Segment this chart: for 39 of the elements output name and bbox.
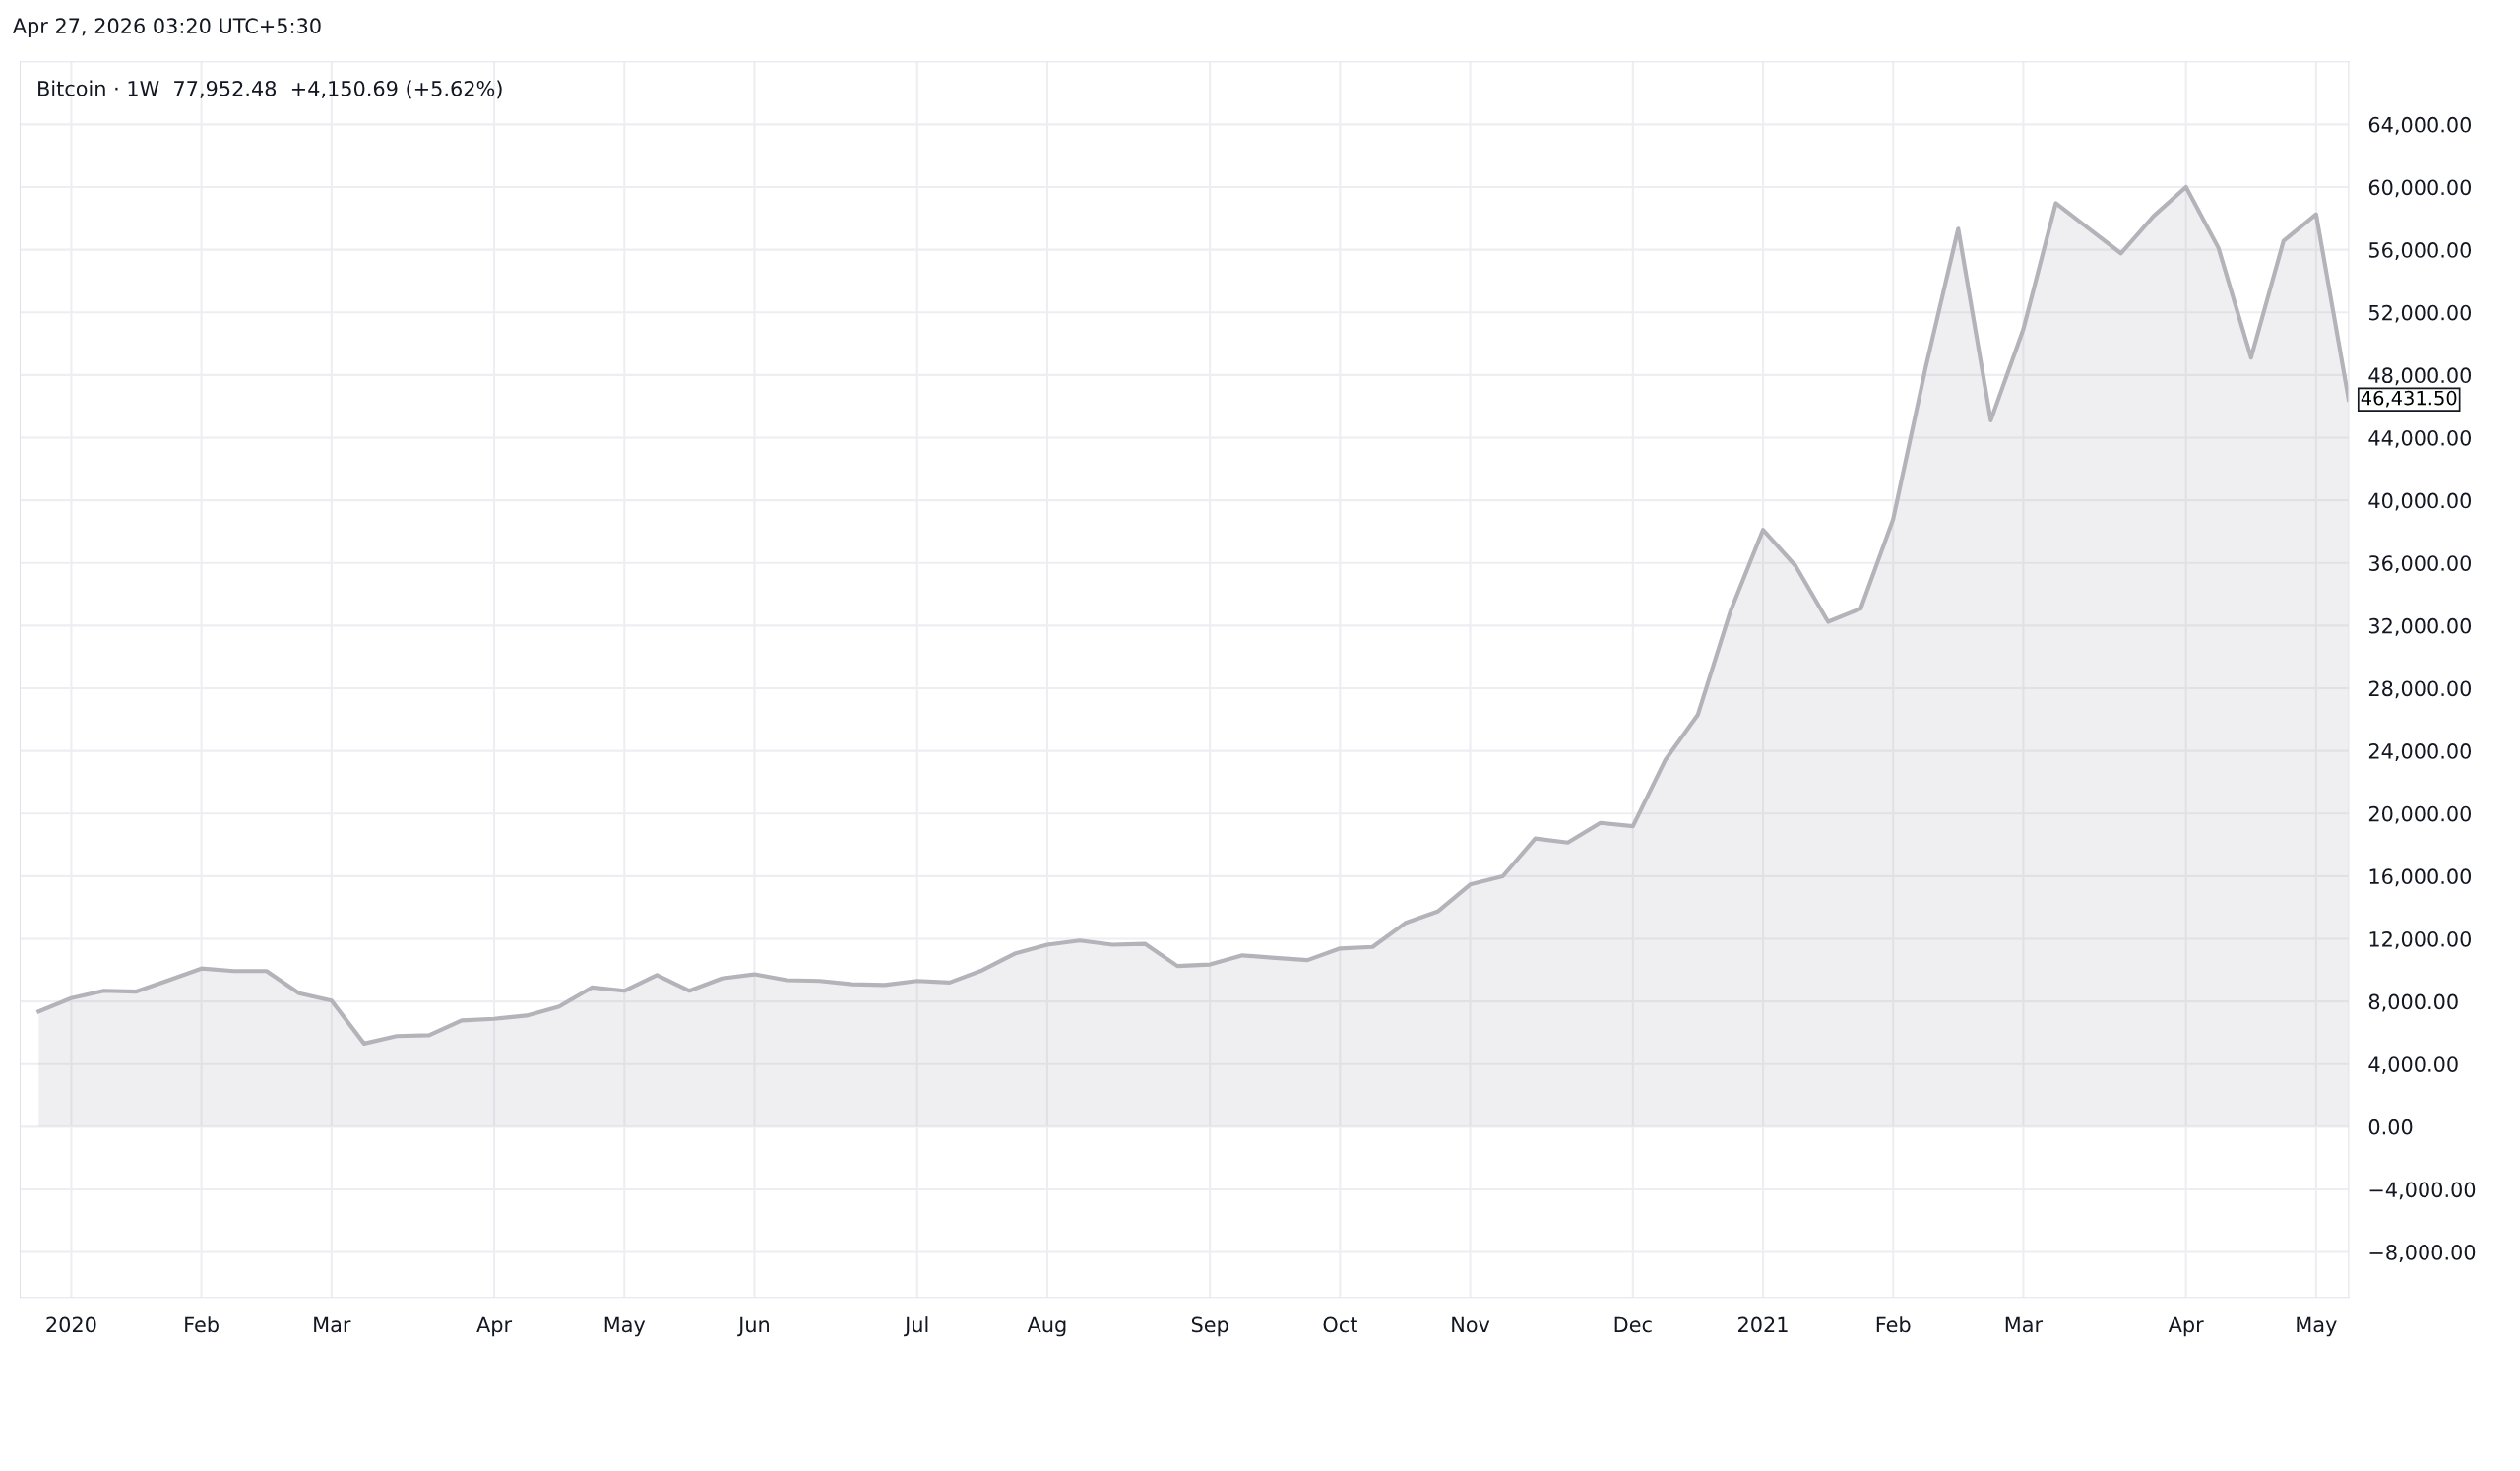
annotation: 46,431.50	[2361, 390, 2457, 408]
y-tick-label: 64,000.00	[2368, 116, 2472, 135]
x-tick-label: Aug	[1027, 1316, 1066, 1337]
x-tick-label: Dec	[1614, 1316, 1652, 1333]
y-tick-label: 4,000.00	[2368, 1056, 2458, 1075]
x-tick-label: Oct	[1323, 1316, 1357, 1333]
y-tick-label: 12,000.00	[2369, 930, 2472, 949]
y-tick-label: −8,000.00	[2369, 1245, 2476, 1262]
y-tick-label: 36,000.00	[2368, 555, 2472, 574]
x-tick-label: Feb	[185, 1316, 219, 1333]
x-tick-label: Sep	[1191, 1316, 1228, 1337]
x-tick-label: 2020	[46, 1316, 96, 1333]
x-tick-label: Jun	[737, 1316, 769, 1337]
x-tick-label: May	[2297, 1316, 2337, 1337]
y-tick-label: 44,000.00	[2368, 429, 2472, 448]
y-tick-label: 48,000.00	[2368, 367, 2472, 386]
y-tick-label: −4,000.00	[2369, 1182, 2476, 1200]
x-tick-label: May	[604, 1316, 646, 1337]
x-tick-label: Feb	[1876, 1316, 1911, 1333]
x-tick-label: Mar	[2005, 1316, 2044, 1333]
x-tick-label: 2021	[1738, 1316, 1788, 1333]
x-tick-label: Jul	[904, 1316, 928, 1337]
y-tick-label: 16,000.00	[2369, 868, 2472, 887]
y-tick-label: 56,000.00	[2368, 242, 2472, 260]
x-tick-label: Apr	[476, 1316, 513, 1337]
text: Bitcoin · 1W 77,952.48 +4,150.69 (+5.62%)	[38, 80, 502, 99]
y-tick-label: 8,000.00	[2368, 993, 2458, 1012]
y-tick-label: 60,000.00	[2368, 179, 2472, 198]
y-tick-label: 32,000.00	[2368, 617, 2472, 636]
y-tick-label: 28,000.00	[2368, 680, 2472, 699]
y-tick-label: 52,000.00	[2368, 304, 2472, 323]
y-tick-label: 0.00	[2368, 1119, 2413, 1135]
y-tick-label: 24,000.00	[2368, 743, 2472, 761]
y-tick-label: 20,000.00	[2368, 805, 2472, 824]
text: Apr 27, 2026 03:20 UTC+5:30	[12, 18, 321, 38]
x-tick-label: Apr	[2168, 1316, 2204, 1337]
x-tick-label: Mar	[314, 1316, 351, 1333]
x-tick-label: Nov	[1452, 1316, 1490, 1333]
y-tick-label: 40,000.00	[2368, 492, 2472, 511]
